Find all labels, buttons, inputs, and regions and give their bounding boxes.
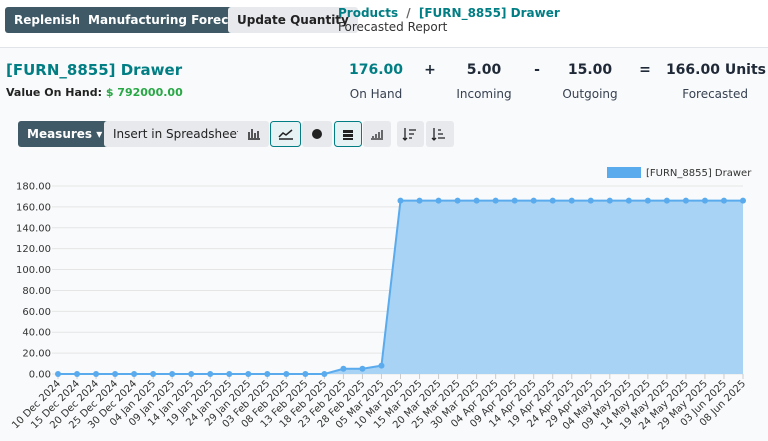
cumulative-button[interactable] (363, 121, 391, 147)
y-tick-label: 160.00 (16, 202, 51, 213)
breadcrumb-current[interactable]: [FURN_8855] Drawer (418, 6, 560, 20)
breadcrumb-separator: / (406, 6, 411, 20)
data-point (663, 197, 670, 204)
y-tick-label: 120.00 (16, 244, 51, 255)
on-hand-label: On Hand (349, 87, 403, 101)
operator: + (424, 62, 436, 78)
operator: = (639, 62, 651, 78)
data-point (226, 371, 233, 377)
data-point (93, 371, 100, 377)
view-toolbar (238, 121, 454, 147)
y-tick-label: 40.00 (22, 328, 51, 339)
update-quantity-button[interactable]: Update Quantity (228, 7, 358, 33)
y-tick-label: 80.00 (22, 286, 51, 297)
data-point (568, 197, 575, 204)
data-point (644, 197, 651, 204)
operator: - (534, 62, 540, 78)
outgoing-label: Outgoing (562, 87, 618, 101)
forecasted-value: 166.00 Units (665, 62, 766, 78)
y-tick-label: 20.00 (22, 349, 51, 360)
stack-icon (343, 130, 353, 140)
y-tick-label: 60.00 (22, 307, 51, 318)
data-point (530, 197, 537, 204)
value-on-hand: Value On Hand: $ 792000.00 (6, 86, 183, 99)
data-point (112, 371, 119, 377)
data-point (207, 371, 214, 377)
forecasted-label: Forecasted (682, 87, 748, 101)
on-hand-value: 176.00 (348, 62, 404, 78)
incoming-label: Incoming (456, 87, 512, 101)
value-label: Value On Hand: (6, 86, 102, 99)
sort-icon (431, 128, 445, 141)
pie-icon (312, 129, 322, 139)
data-point (397, 197, 404, 204)
y-tick-label: 100.00 (16, 265, 51, 276)
spreadsheet-button[interactable]: Insert in Spreadsheet (104, 121, 251, 147)
data-point (359, 365, 366, 372)
y-tick-label: 140.00 (16, 223, 51, 234)
data-point (473, 197, 480, 204)
data-point (701, 197, 708, 204)
product-name[interactable]: [FURN_8855] Drawer (6, 61, 183, 79)
y-tick-label: 180.00 (16, 182, 51, 193)
data-point (283, 371, 290, 377)
data-point (435, 197, 442, 204)
data-point (587, 197, 594, 204)
data-point (606, 197, 613, 204)
data-point (454, 197, 461, 204)
value-amount: $ 792000.00 (105, 86, 183, 99)
data-point (682, 197, 689, 204)
data-point (625, 197, 632, 204)
bar-icon (248, 129, 260, 140)
data-point (378, 362, 385, 369)
measures-text: Measures (27, 127, 93, 141)
outgoing-value: 15.00 (567, 62, 613, 78)
data-point (74, 371, 81, 377)
data-point (245, 371, 252, 377)
line-icon (278, 129, 293, 140)
legend-swatch (607, 167, 641, 178)
data-point (302, 371, 309, 377)
data-point (264, 371, 271, 377)
measures-button[interactable]: Measures ▾ (18, 121, 112, 147)
data-point (169, 371, 176, 377)
data-point (740, 197, 746, 204)
incoming-value: 5.00 (466, 62, 502, 78)
data-point (321, 371, 328, 377)
breadcrumb: Products / [FURN_8855] Drawer (338, 6, 560, 20)
data-point (188, 371, 195, 377)
data-point (131, 371, 138, 377)
bar-view-button[interactable] (238, 121, 269, 147)
data-point (55, 371, 61, 377)
cumulative-icon (371, 130, 383, 140)
data-point (150, 371, 157, 377)
data-point (720, 197, 727, 204)
data-point (511, 197, 518, 204)
breadcrumb-parent[interactable]: Products (338, 6, 399, 20)
area-fill (58, 200, 743, 374)
legend-label: [FURN_8855] Drawer (646, 168, 752, 179)
data-point (416, 197, 423, 204)
y-tick-label: 0.00 (29, 370, 51, 381)
replenish-button[interactable]: Replenish (5, 7, 90, 33)
data-point (549, 197, 556, 204)
breadcrumb-subtitle: Forecasted Report (338, 20, 448, 34)
chart: 0.00 20.00 40.00 60.00 80.00 100.00 120.00 140.… (10, 167, 752, 432)
data-point (492, 197, 499, 204)
data-point (340, 365, 347, 372)
sort-icon (402, 128, 416, 141)
